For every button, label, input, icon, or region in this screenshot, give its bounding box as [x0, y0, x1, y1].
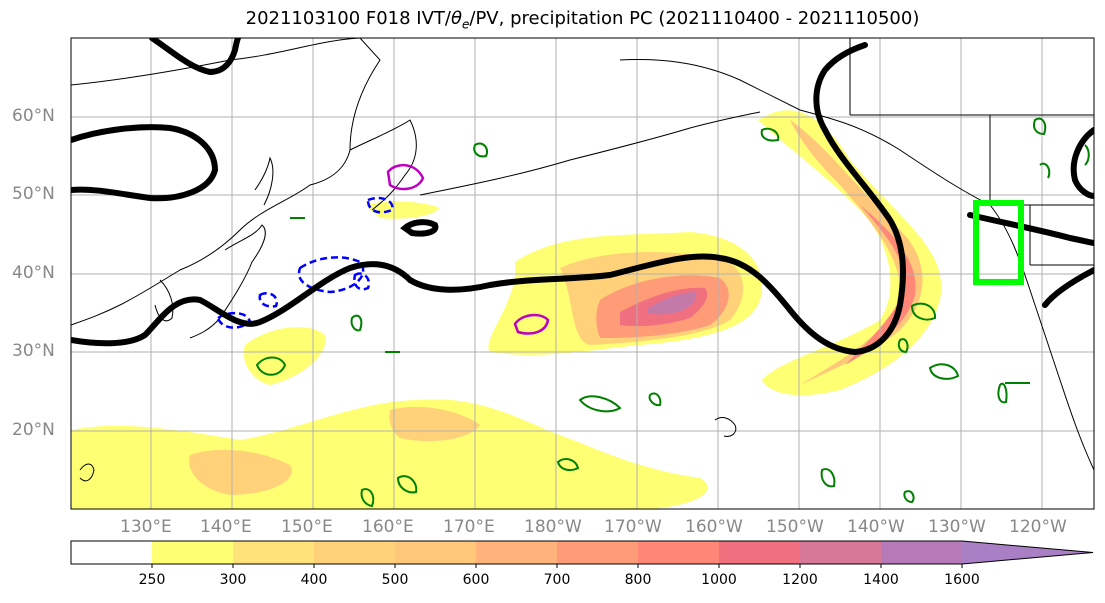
colorbar-tick-label: 1200	[782, 572, 818, 588]
target-region-box	[973, 200, 1024, 285]
colorbar-tick-label: 250	[138, 572, 166, 588]
colorbar-segment	[719, 541, 800, 564]
colorbar	[70, 540, 1094, 568]
lon-label-130e: 130°E	[120, 517, 172, 537]
colorbar-tick-label: 1400	[863, 572, 899, 588]
ivt-shading	[71, 110, 942, 509]
colorbar-extend-arrow	[962, 541, 1093, 564]
ivt-north-patch	[365, 201, 440, 219]
colorbar-segment	[638, 541, 719, 564]
aleutian-chain	[419, 111, 761, 196]
colorbar-tick-label: 500	[381, 572, 409, 588]
asia-coast	[71, 38, 381, 326]
lon-label-140w: 140°W	[847, 517, 905, 537]
korea-coast	[154, 279, 174, 322]
lon-label-140e: 140°E	[200, 517, 252, 537]
lat-label-20n: 20°N	[12, 420, 55, 440]
colorbar-segment	[152, 541, 233, 564]
colorbar-segment	[395, 541, 476, 564]
canada-coast	[849, 38, 1094, 205]
colorbar-tick-label: 300	[219, 572, 247, 588]
kamchatka-coast	[349, 119, 417, 211]
pv-contours	[255, 117, 1090, 508]
ivt-south-core	[189, 449, 292, 495]
lat-label-30n: 30°N	[12, 341, 55, 361]
colorbar-tick-label: 600	[462, 572, 490, 588]
colorbar-segment	[881, 541, 962, 564]
hawaii-islands	[714, 417, 737, 437]
colorbar-segment	[476, 541, 557, 564]
lat-label-40n: 40°N	[12, 263, 55, 283]
lon-label-150w: 150°W	[766, 517, 824, 537]
lon-label-180w: 180°W	[524, 517, 582, 537]
colorbar-segment	[71, 541, 152, 564]
colorbar-segment	[314, 541, 395, 564]
theta-e-contours-magenta	[386, 164, 550, 335]
lon-label-120w: 120°W	[1009, 517, 1067, 537]
graticule	[71, 38, 1094, 509]
alaska-coast	[619, 59, 1094, 471]
map-frame	[70, 37, 1095, 510]
lon-label-170w: 170°W	[604, 517, 662, 537]
colorbar-tick-label: 1000	[701, 572, 737, 588]
lon-label-130w: 130°W	[928, 517, 986, 537]
lat-label-50n: 50°N	[12, 184, 55, 204]
colorbar-tick-label: 1600	[944, 572, 980, 588]
lon-label-150e: 150°E	[281, 517, 333, 537]
colorbar-segment	[557, 541, 638, 564]
lat-label-60n: 60°N	[12, 106, 55, 126]
sakhalin-coast	[254, 156, 274, 206]
map-title: 2021103100 F018 IVT/θe/PV, precipitation…	[245, 8, 920, 32]
taiwan-coast	[79, 463, 95, 482]
ivt-contours	[71, 38, 1094, 356]
ivt-west-patch	[243, 327, 326, 385]
colorbar-outline	[70, 540, 1094, 565]
lon-label-160e: 160°E	[362, 517, 414, 537]
lon-label-160w: 160°W	[685, 517, 743, 537]
japan-coast	[189, 224, 266, 339]
colorbar-segment	[233, 541, 314, 564]
colorbar-segment	[800, 541, 881, 564]
colorbar-tick-label: 700	[543, 572, 571, 588]
ivt-south-core-2	[389, 406, 480, 442]
ivt-plume-max	[648, 292, 697, 315]
colorbar-tick-label: 800	[624, 572, 652, 588]
colorbar-tick-label: 400	[300, 572, 328, 588]
lon-label-170e: 170°E	[443, 517, 495, 537]
